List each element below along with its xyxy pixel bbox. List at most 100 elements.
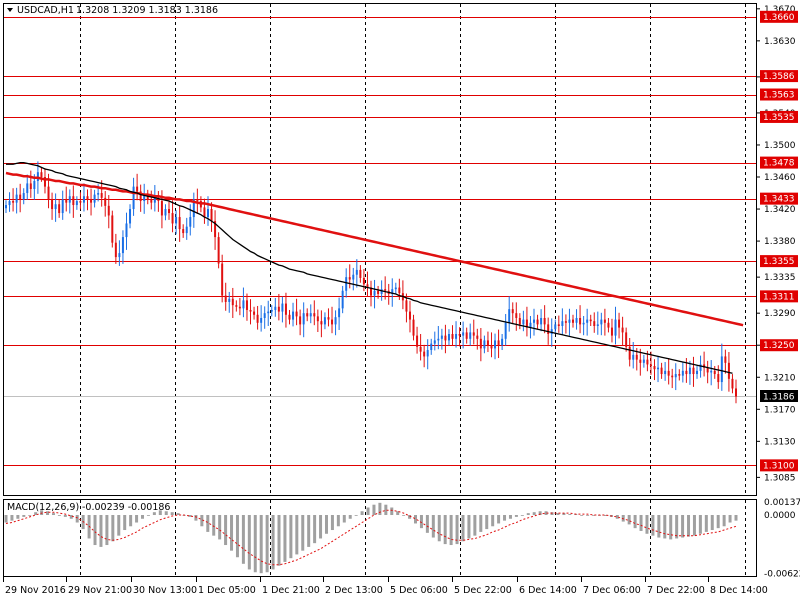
candle-body — [408, 311, 411, 320]
candle-body — [334, 317, 337, 325]
candle-body — [256, 314, 259, 323]
macd-histogram-bar — [508, 515, 512, 519]
macd-indicator-label: MACD(12,26,9) — [7, 502, 79, 513]
candle-body — [664, 370, 667, 375]
candle-body — [710, 370, 713, 373]
candle-body — [504, 322, 507, 339]
candle-body — [628, 346, 631, 360]
candle-body — [600, 319, 603, 325]
macd-histogram-bar — [366, 507, 370, 516]
candle-body — [168, 209, 171, 214]
candle-body — [589, 319, 592, 322]
time-axis-label: 8 Dec 14:00 — [710, 585, 768, 596]
candle-body — [125, 223, 128, 238]
price-axis-tick-label: 1.3130 — [764, 437, 796, 447]
candle-body — [281, 303, 284, 312]
candle-body — [302, 313, 305, 325]
chart-menu-triangle-icon[interactable] — [7, 8, 13, 12]
macd-histogram-bar — [414, 515, 418, 524]
candle-body — [139, 191, 142, 202]
candle-body — [416, 335, 419, 347]
moving-average-fast-line — [6, 161, 733, 374]
macd-histogram-bar — [16, 515, 20, 519]
price-axis-tick-label: 1.3085 — [764, 473, 796, 483]
macd-histogram-bar — [206, 515, 210, 532]
macd-histogram-bar — [722, 515, 726, 527]
candle-body — [426, 350, 429, 357]
candle-body — [667, 370, 670, 376]
macd-histogram-bar — [319, 515, 323, 539]
current-price-label: 1.3186 — [763, 393, 795, 403]
candle-body — [529, 322, 532, 328]
candle-body — [206, 209, 209, 218]
time-axis: 29 Nov 2016 29 Nov 21:00 30 Nov 13:00 1 Dec… — [3, 577, 768, 596]
candle-body — [618, 319, 621, 328]
time-axis-label: 7 Dec 22:00 — [647, 585, 705, 596]
candle-body — [12, 201, 15, 203]
candle-body — [284, 303, 287, 315]
level-price-label-box — [760, 290, 798, 303]
macd-indicator-values: -0.00239 -0.00186 — [82, 502, 170, 513]
candle-body — [150, 199, 153, 203]
candle-body — [214, 221, 217, 238]
macd-histogram-bar — [514, 515, 518, 517]
candle-body — [22, 193, 25, 200]
macd-histogram-bar — [485, 515, 489, 530]
candle-body — [440, 335, 443, 339]
macd-histogram-bar — [461, 515, 465, 542]
price-axis-tick-label: 1.3335 — [764, 273, 796, 283]
candle-body — [373, 290, 376, 296]
candle-body — [451, 334, 454, 339]
candle-body — [132, 186, 135, 210]
candle-body — [525, 319, 528, 328]
candle-body — [100, 193, 103, 198]
candle-body — [603, 319, 606, 323]
macd-histogram-bar — [265, 515, 269, 573]
candle-body — [331, 319, 334, 325]
candle-body — [423, 351, 426, 357]
macd-histogram-bar — [687, 515, 691, 537]
time-axis-label: 29 Nov 21:00 — [68, 585, 132, 596]
candle-body — [68, 196, 71, 203]
candle-body — [483, 340, 486, 349]
candle-body — [447, 334, 450, 341]
candle-body — [501, 338, 504, 346]
candle-body — [476, 335, 479, 339]
candle-body — [625, 332, 628, 347]
candle-body — [646, 359, 649, 365]
macd-histogram-bar — [473, 515, 477, 536]
candle-body — [292, 311, 295, 320]
candle-body — [175, 217, 178, 224]
macd-histogram-bar — [550, 512, 554, 516]
level-price-label: 1.3586 — [763, 72, 795, 82]
macd-histogram-bar — [419, 515, 423, 529]
candle-body — [58, 204, 61, 214]
candle-body — [238, 306, 241, 309]
macd-histogram-bar — [425, 515, 429, 533]
macd-histogram-bar — [188, 515, 192, 517]
macd-plot-frame — [3, 499, 757, 577]
macd-histogram-bar — [443, 515, 447, 545]
candle-body — [391, 289, 394, 294]
candle-body — [455, 334, 458, 339]
macd-histogram-bar — [627, 515, 631, 525]
candle-body — [657, 367, 660, 370]
candle-body — [97, 193, 100, 195]
candle-body — [182, 229, 185, 234]
candle-body — [146, 194, 149, 200]
macd-histogram-bar — [123, 515, 127, 531]
macd-histogram-bar — [396, 511, 400, 516]
candle-body — [249, 309, 252, 312]
macd-histogram-bar — [663, 515, 667, 539]
macd-histogram-bar — [378, 502, 382, 516]
price-axis-tick-label: 1.3170 — [764, 405, 796, 415]
candle-body — [221, 263, 224, 296]
macd-histogram-bar — [568, 514, 572, 516]
macd-histogram-bar — [692, 515, 696, 536]
candle-body — [8, 201, 11, 206]
macd-histogram-bar — [28, 515, 32, 516]
candle-body — [235, 305, 238, 307]
level-price-labels: 1.3660 1.3586 1.3563 1.3535 1.3478 1.3433 1.33… — [760, 10, 798, 472]
